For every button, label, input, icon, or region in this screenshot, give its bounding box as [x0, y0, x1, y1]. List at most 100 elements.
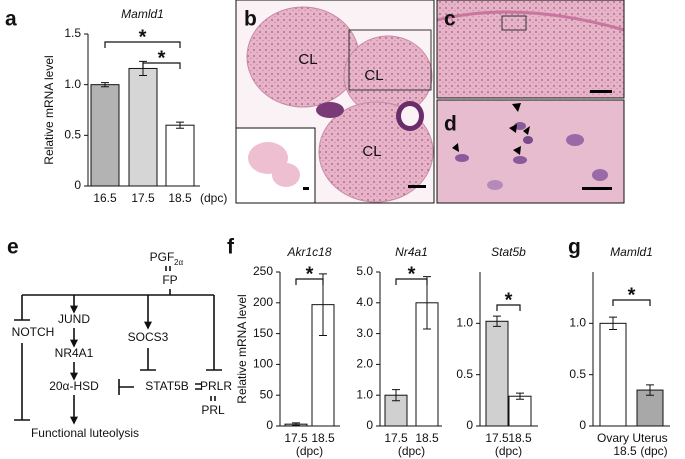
chart-title: Stat5b [491, 245, 526, 259]
diagram-node: NOTCH [12, 325, 55, 339]
x-unit: (dpc) [398, 444, 425, 458]
chart-title: Mamld1 [610, 245, 653, 259]
y-tick-label: 1.5 [64, 26, 81, 40]
region-label: CL [362, 143, 381, 160]
histology-d [436, 99, 625, 204]
significance-bracket [104, 41, 181, 48]
x-unit: (dpc) [495, 444, 522, 458]
x-tick-label: 16.5 [93, 191, 117, 205]
diagram-node: STAT5B [145, 379, 189, 393]
y-tick-label: 1.0 [356, 387, 373, 401]
diagram-node: JUND [58, 312, 90, 326]
panel-label: g [568, 236, 581, 259]
error-bar [609, 316, 617, 330]
error-bar [423, 276, 431, 330]
y-tick-label: 2.0 [356, 357, 373, 371]
chart-title: Nr4a1 [395, 245, 428, 259]
y-tick-label: 0.5 [569, 367, 586, 381]
x-tick-label: 17.5 [384, 431, 408, 445]
y-tick-label: 0.5 [456, 367, 473, 381]
x-tick-label: 17.5 [284, 431, 308, 445]
bar [485, 320, 509, 427]
y-tick-label: 0 [266, 418, 273, 432]
error-bar [392, 389, 400, 402]
panel-label: d [444, 113, 457, 136]
region-label: CL [364, 67, 383, 84]
diagram-node: FP [162, 273, 177, 287]
significance-bracket [395, 278, 428, 285]
y-axis-label: Relative mRNA level [235, 294, 249, 403]
x-unit: (dpc) [296, 444, 323, 458]
x-tick-label: 17.5 [485, 431, 509, 445]
error-bar [101, 82, 109, 88]
y-tick-label: 250 [253, 264, 273, 278]
y-tick-label: 1.0 [569, 316, 586, 330]
significance-bracket [295, 278, 324, 285]
panel-label: a [5, 8, 17, 31]
histology-c [436, 0, 625, 99]
error-bar [292, 422, 300, 426]
y-tick-label: 0 [466, 418, 473, 432]
y-tick-label: 0 [366, 418, 373, 432]
y-tick-label: 0 [74, 178, 81, 192]
significance-label: * [306, 263, 314, 285]
y-tick-label: 150 [253, 326, 273, 340]
diagram-node: PRLR [200, 379, 232, 393]
diagram-node: Functional luteolysis [31, 426, 139, 440]
panel-label: b [244, 8, 257, 31]
x-sublabel: 18.5 [613, 444, 637, 458]
y-tick-label: 4.0 [356, 295, 373, 309]
bar [128, 67, 158, 187]
x-tick-label: 18.5 [508, 431, 532, 445]
x-unit: (dpc) [640, 444, 667, 458]
x-unit: (dpc) [200, 191, 227, 205]
panel-label: f [227, 236, 235, 259]
significance-label: * [158, 47, 166, 69]
x-tick-label: 17.5 [131, 191, 155, 205]
bar [636, 389, 664, 427]
bar [599, 322, 627, 427]
significance-bracket [142, 62, 181, 69]
y-tick-label: 50 [260, 387, 274, 401]
x-tick-label: Uterus [632, 431, 667, 445]
diagram-node: SOCS3 [128, 330, 169, 344]
y-tick-label: 1.0 [456, 316, 473, 330]
y-tick-label: 3.0 [356, 326, 373, 340]
chart-title: Mamld1 [121, 7, 164, 21]
bar [508, 395, 532, 427]
y-tick-label: 0 [579, 418, 586, 432]
error-bar [646, 384, 654, 396]
diagram-subscript: 2α [174, 258, 183, 267]
x-tick-label: 18.5 [311, 431, 335, 445]
chart-title: Akr1c18 [286, 245, 331, 259]
significance-label: * [408, 263, 416, 285]
x-tick-label: 18.5 [168, 191, 192, 205]
y-tick-label: 100 [253, 357, 273, 371]
error-bar [516, 392, 524, 400]
significance-label: * [139, 26, 147, 48]
x-tick-label: 18.5 [415, 431, 439, 445]
panel-label: c [444, 8, 456, 31]
histology-b [235, 0, 435, 204]
significance-label: * [628, 284, 636, 306]
bar [90, 84, 120, 187]
diagram-node: PRL [201, 403, 225, 417]
error-bar [493, 315, 501, 327]
region-label: CL [298, 51, 317, 68]
significance-bracket [496, 304, 521, 311]
diagram-lines [14, 266, 222, 425]
panel-label: e [7, 236, 19, 259]
diagram-node: PGF [150, 250, 175, 264]
y-tick-label: 200 [253, 295, 273, 309]
significance-label: * [505, 289, 513, 311]
bar [165, 124, 195, 187]
error-bar [176, 121, 184, 129]
y-tick-label: 1.0 [64, 77, 81, 91]
x-tick-label: Ovary [597, 431, 629, 445]
diagram-node: NR4A1 [55, 346, 94, 360]
significance-bracket [612, 299, 651, 306]
diagram-node: 20α-HSD [49, 379, 99, 393]
y-axis-label: Relative mRNA level [42, 55, 56, 164]
y-tick-label: 0.5 [64, 128, 81, 142]
